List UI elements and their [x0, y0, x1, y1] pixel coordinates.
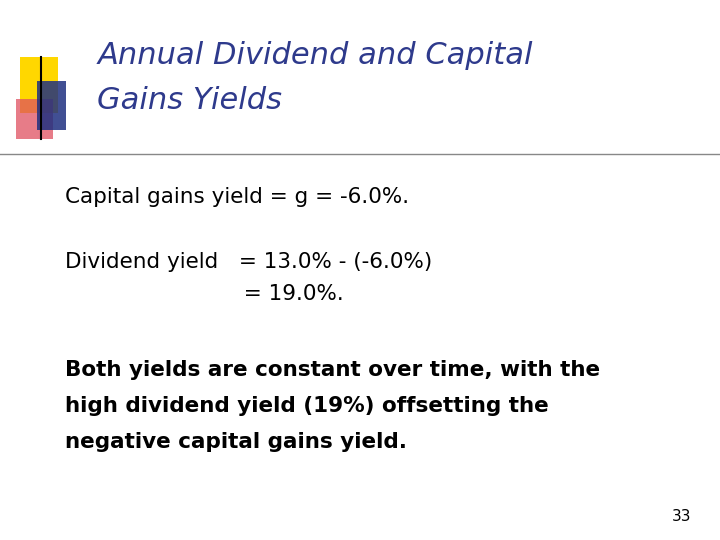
Text: Capital gains yield = g = -6.0%.: Capital gains yield = g = -6.0%.	[65, 187, 409, 207]
Text: Gains Yields: Gains Yields	[97, 86, 282, 116]
Text: negative capital gains yield.: negative capital gains yield.	[65, 432, 407, 453]
FancyBboxPatch shape	[20, 57, 58, 113]
Text: Dividend yield   = 13.0% - (-6.0%): Dividend yield = 13.0% - (-6.0%)	[65, 252, 432, 272]
FancyBboxPatch shape	[16, 99, 53, 139]
Text: Both yields are constant over time, with the: Both yields are constant over time, with…	[65, 360, 600, 380]
Text: 33: 33	[672, 509, 691, 524]
FancyBboxPatch shape	[37, 81, 66, 130]
Text: Annual Dividend and Capital: Annual Dividend and Capital	[97, 40, 533, 70]
Text: = 19.0%.: = 19.0%.	[65, 284, 343, 305]
Text: high dividend yield (19%) offsetting the: high dividend yield (19%) offsetting the	[65, 396, 549, 416]
